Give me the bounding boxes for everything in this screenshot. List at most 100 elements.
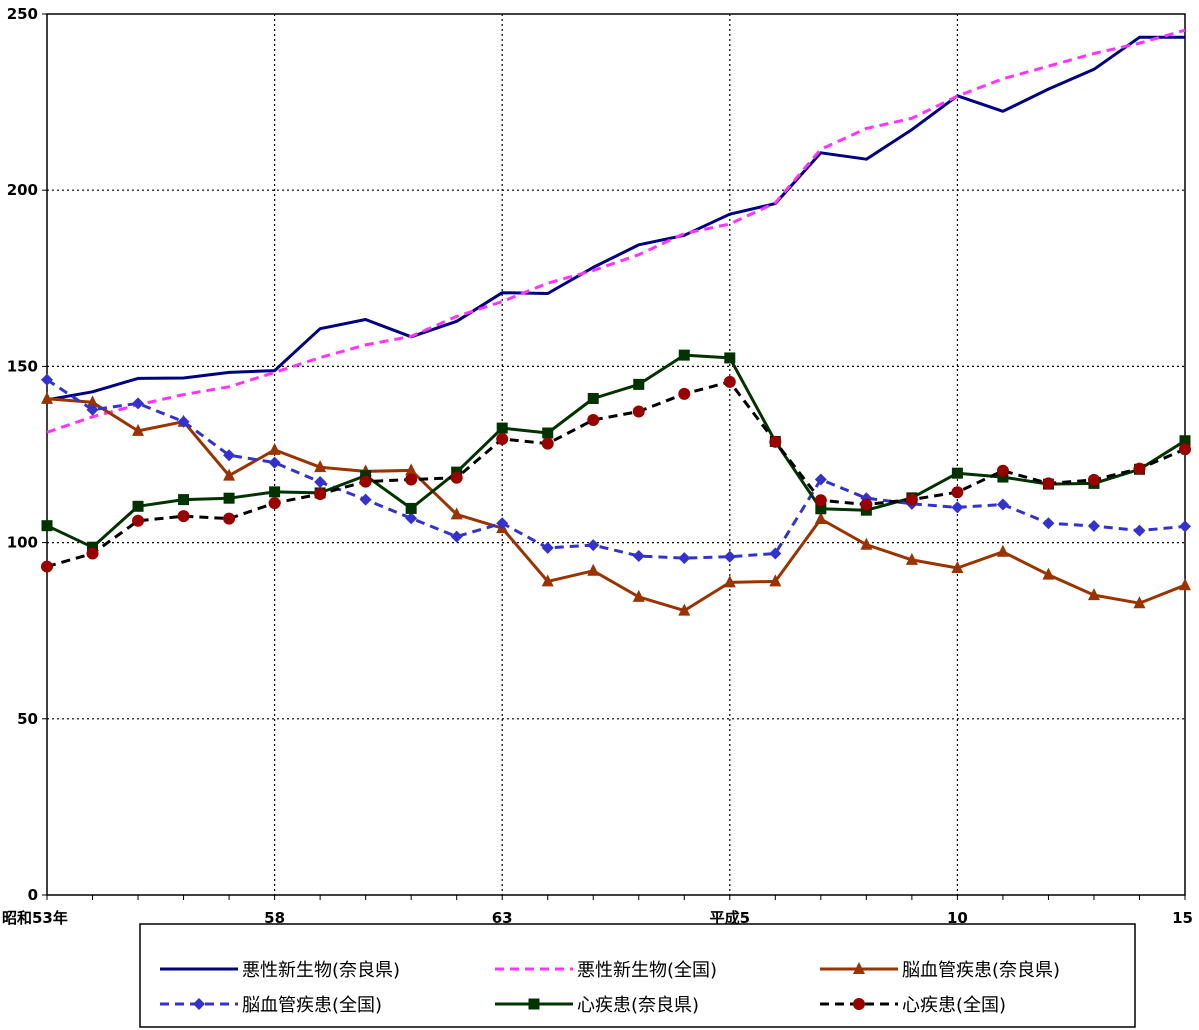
data-point xyxy=(314,460,327,473)
data-point xyxy=(587,539,600,552)
y-tick-labels: 0 50 100 150 200 250 xyxy=(7,5,38,904)
data-point xyxy=(132,500,144,512)
data-point xyxy=(678,387,691,400)
data-point xyxy=(814,494,827,507)
data-point xyxy=(496,517,509,530)
data-point xyxy=(268,497,281,510)
data-point xyxy=(496,422,508,434)
y-tick-label: 250 xyxy=(7,5,38,23)
data-point xyxy=(541,437,554,450)
legend-item: 悪性新生物(奈良県) xyxy=(160,960,400,981)
data-point xyxy=(1133,462,1146,475)
data-point xyxy=(769,547,782,560)
data-point xyxy=(951,560,964,573)
plot-border xyxy=(46,13,1186,896)
data-point xyxy=(542,427,554,439)
data-point xyxy=(177,510,190,523)
x-tick-labels: 昭和53年 58 63 平成5 10 15 xyxy=(2,909,1193,927)
data-point xyxy=(632,405,645,418)
data-point xyxy=(1179,435,1191,447)
data-point xyxy=(314,475,327,488)
data-point xyxy=(678,552,691,565)
data-point xyxy=(723,550,736,563)
data-point xyxy=(1179,443,1191,456)
data-point xyxy=(997,471,1009,483)
data-point xyxy=(132,397,145,410)
data-point xyxy=(223,468,236,481)
data-point xyxy=(996,498,1009,511)
data-point xyxy=(814,473,827,486)
data-point xyxy=(223,449,236,462)
data-point xyxy=(450,507,463,520)
data-point xyxy=(223,492,235,504)
data-point xyxy=(905,552,918,565)
x-tick-label: 10 xyxy=(947,909,968,927)
legend-marker xyxy=(853,962,865,974)
x-tick-label: 63 xyxy=(492,909,513,927)
data-point xyxy=(1133,596,1146,609)
x-tick-label: 昭和53年 xyxy=(2,909,68,927)
series-1 xyxy=(46,28,1186,434)
series-line xyxy=(46,28,1186,434)
data-point xyxy=(541,574,554,587)
data-point xyxy=(905,493,918,506)
data-point xyxy=(723,575,736,588)
data-point xyxy=(587,413,600,426)
data-point xyxy=(87,541,99,553)
data-point xyxy=(359,493,372,506)
data-point xyxy=(541,541,554,554)
y-tick-label: 200 xyxy=(7,181,38,199)
legend-item: 悪性新生物(全国) xyxy=(495,960,717,981)
data-point xyxy=(450,471,463,484)
series-line xyxy=(46,380,1186,569)
data-point xyxy=(951,467,963,479)
data-point xyxy=(769,574,782,587)
data-point xyxy=(268,442,281,455)
legend-label: 心疾患(奈良県) xyxy=(577,995,699,1016)
data-point xyxy=(1042,477,1055,490)
data-point xyxy=(996,544,1009,557)
x-tick-label: 58 xyxy=(264,909,285,927)
legend-marker xyxy=(853,998,865,1010)
data-point xyxy=(496,432,509,445)
y-tick-label: 50 xyxy=(17,710,38,728)
data-point xyxy=(860,537,873,550)
data-point xyxy=(268,456,281,469)
x-tick-label: 平成5 xyxy=(710,909,750,927)
data-point xyxy=(405,473,418,486)
legend-item: 心疾患(全国) xyxy=(820,995,1006,1016)
data-point xyxy=(269,486,281,498)
data-point xyxy=(132,514,145,527)
data-point xyxy=(1179,578,1191,591)
legend-label: 脳血管疾患(全国) xyxy=(242,995,382,1016)
data-point xyxy=(632,549,645,562)
data-point xyxy=(1087,588,1100,601)
data-point xyxy=(860,498,873,511)
data-point xyxy=(678,603,691,616)
series-line xyxy=(46,353,1186,549)
data-point xyxy=(86,403,99,416)
data-point xyxy=(41,560,53,573)
legend-label: 悪性新生物(奈良県) xyxy=(242,960,400,981)
y-tick-label: 100 xyxy=(7,534,38,552)
data-point xyxy=(86,547,99,560)
data-point xyxy=(723,375,736,388)
data-point xyxy=(1042,517,1055,530)
data-point xyxy=(678,349,690,361)
data-point xyxy=(951,501,964,514)
data-point xyxy=(633,378,645,390)
data-point xyxy=(769,435,782,448)
legend-label: 心疾患(全国) xyxy=(902,995,1006,1016)
data-point xyxy=(450,530,463,543)
data-point xyxy=(405,463,418,476)
grid-lines xyxy=(47,14,1185,895)
y-tick-label: 150 xyxy=(7,357,38,375)
legend-marker xyxy=(528,998,540,1010)
series-2 xyxy=(41,391,1191,616)
data-point xyxy=(951,486,964,499)
data-point xyxy=(996,464,1009,477)
data-point xyxy=(132,423,145,436)
series-group xyxy=(41,28,1191,616)
data-point xyxy=(1042,567,1055,580)
